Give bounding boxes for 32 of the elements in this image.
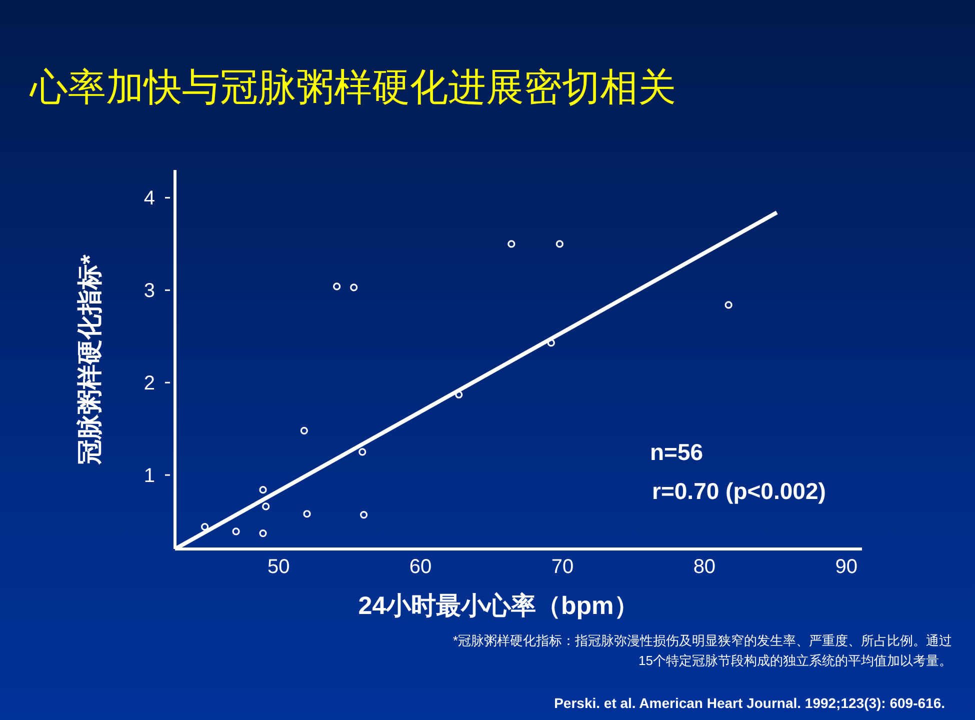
chart-title: 心率加快与冠脉粥样硬化进展密切相关 xyxy=(29,67,676,109)
annotation: n=56 xyxy=(650,439,704,465)
text: Perski. et al. American Heart Journal. 1992;123(3): 609-616. xyxy=(554,695,945,711)
y-tick-label: 1 xyxy=(144,465,155,488)
point xyxy=(232,528,240,536)
point xyxy=(300,426,308,434)
y-tick-label: 2 xyxy=(144,372,155,395)
point xyxy=(333,282,341,290)
point xyxy=(303,510,311,518)
annotation: r=0.70 (p<0.002) xyxy=(652,478,826,504)
point xyxy=(358,448,366,456)
x-tick-label: 70 xyxy=(551,556,574,578)
point xyxy=(455,390,463,398)
point xyxy=(262,502,270,510)
x-axis-title: 24小时最小心率（bpm） xyxy=(358,592,639,620)
point xyxy=(724,301,732,309)
y-tick-label: 3 xyxy=(144,280,155,302)
point xyxy=(350,284,358,292)
point xyxy=(201,523,209,531)
point xyxy=(360,511,368,519)
x-tick-label: 60 xyxy=(409,556,432,578)
x-tick-label: 50 xyxy=(267,556,290,578)
x-tick-label: 80 xyxy=(693,556,716,578)
point xyxy=(259,486,267,494)
y-axis-title: 冠脉粥样硬化指标* xyxy=(76,254,104,466)
point xyxy=(547,339,555,347)
text: *冠脉粥样硬化指标：指冠脉弥漫性损伤及明显狭窄的发生率、严重度、所占比例。通过15个特定冠脉节段构成的独立系统的平均值加以考量。 xyxy=(452,633,952,668)
point xyxy=(508,240,516,248)
point xyxy=(259,529,267,538)
x-tick-label: 90 xyxy=(835,556,858,578)
point xyxy=(556,240,564,248)
y-tick-label: 4 xyxy=(144,188,155,210)
